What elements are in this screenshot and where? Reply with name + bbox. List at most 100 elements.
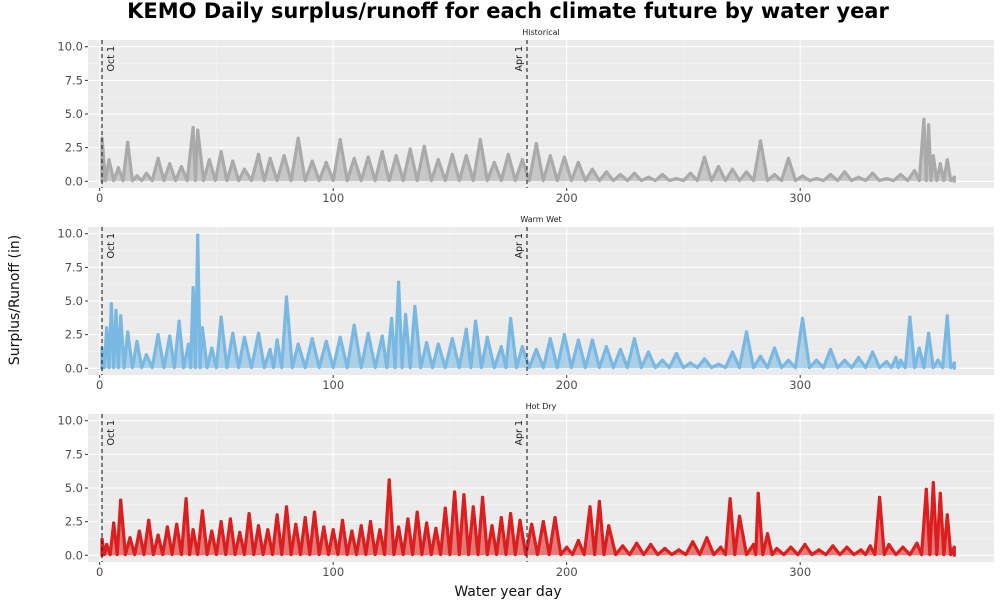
data-point [485, 335, 489, 339]
data-point [789, 545, 793, 549]
data-point [238, 530, 242, 535]
data-point [207, 158, 212, 162]
data-point [147, 518, 151, 522]
y-axis-label: Surplus/Runoff (in) [7, 235, 23, 365]
y-tick-label: 5.0 [65, 107, 83, 121]
panel-historical: 0 100 200 300 0.0 2.5 5.0 7.5 10.0 Historical Oct … [57, 28, 994, 205]
data-point [530, 522, 534, 526]
data-point [674, 351, 679, 356]
x-tick-label: 0 [96, 191, 103, 205]
series-fill [102, 479, 955, 556]
data-point [231, 159, 235, 163]
reference-line-label: Apr 1 [514, 420, 525, 446]
data-point [842, 358, 847, 362]
data-point [952, 545, 956, 549]
y-tick-label: 5.0 [65, 294, 83, 308]
data-point [196, 128, 200, 132]
data-point [144, 171, 148, 175]
data-point [228, 517, 233, 521]
data-point [915, 541, 919, 545]
data-point [165, 525, 169, 529]
data-point [702, 357, 707, 361]
y-tick-label: 10.0 [57, 40, 83, 54]
data-point [424, 521, 429, 525]
data-point [663, 546, 667, 551]
data-point [828, 172, 833, 177]
data-point [520, 158, 524, 162]
x-tick-label: 300 [789, 378, 811, 392]
data-point [284, 505, 289, 509]
data-point [200, 509, 205, 513]
data-point [196, 233, 200, 237]
data-point [380, 334, 384, 338]
data-point [380, 150, 384, 154]
data-point [322, 525, 326, 529]
x-tick-label: 200 [556, 565, 578, 579]
data-point [338, 335, 342, 339]
data-point [406, 517, 410, 521]
data-point [635, 541, 639, 545]
data-point [817, 548, 821, 552]
data-point [730, 350, 735, 354]
reference-line-label: Oct 1 [106, 46, 117, 72]
data-point [408, 147, 412, 151]
data-point [242, 167, 247, 171]
data-point [413, 304, 417, 308]
data-point [368, 520, 373, 524]
data-point [534, 142, 538, 146]
data-point [744, 170, 749, 174]
data-point [394, 154, 398, 158]
data-point [765, 532, 770, 536]
data-point [312, 510, 317, 514]
data-point [109, 302, 113, 306]
data-point [112, 521, 116, 525]
data-point [814, 358, 819, 362]
data-point [632, 337, 637, 341]
data-point [177, 319, 181, 323]
data-point [509, 511, 513, 516]
data-point [758, 139, 763, 143]
data-point [137, 529, 141, 533]
data-point [210, 346, 214, 350]
data-point [604, 345, 608, 349]
x-tick-label: 100 [322, 191, 344, 205]
data-point [107, 158, 111, 162]
x-tick-label: 0 [96, 378, 103, 392]
data-point [191, 528, 195, 532]
data-point [135, 174, 139, 178]
data-point [716, 164, 721, 169]
data-point [175, 522, 179, 526]
data-point [705, 536, 709, 540]
data-point [396, 525, 401, 529]
data-point [191, 285, 195, 290]
data-point [434, 526, 438, 530]
data-point [366, 331, 370, 335]
data-point [649, 542, 653, 547]
data-point [210, 529, 214, 533]
data-point [922, 117, 926, 121]
data-point [688, 361, 693, 365]
data-point [256, 524, 261, 528]
data-point [443, 506, 447, 510]
data-point [471, 505, 475, 509]
y-tick-label: 2.5 [65, 328, 83, 342]
data-point [604, 170, 608, 174]
data-point [338, 137, 342, 142]
data-point [266, 528, 270, 532]
y-tick-label: 7.5 [65, 447, 83, 461]
y-tick-label: 2.5 [65, 515, 83, 529]
data-point [436, 342, 440, 346]
data-point [952, 175, 956, 179]
data-point [576, 538, 580, 543]
data-point [422, 144, 426, 148]
data-point [945, 314, 949, 318]
data-point [534, 347, 538, 352]
data-point [800, 316, 805, 321]
data-point [275, 513, 279, 517]
data-point [490, 524, 494, 528]
data-point [716, 362, 721, 366]
data-point [856, 175, 861, 179]
data-point [945, 513, 949, 517]
y-tick-label: 0.0 [65, 361, 83, 375]
y-tick-label: 10.0 [57, 414, 83, 428]
